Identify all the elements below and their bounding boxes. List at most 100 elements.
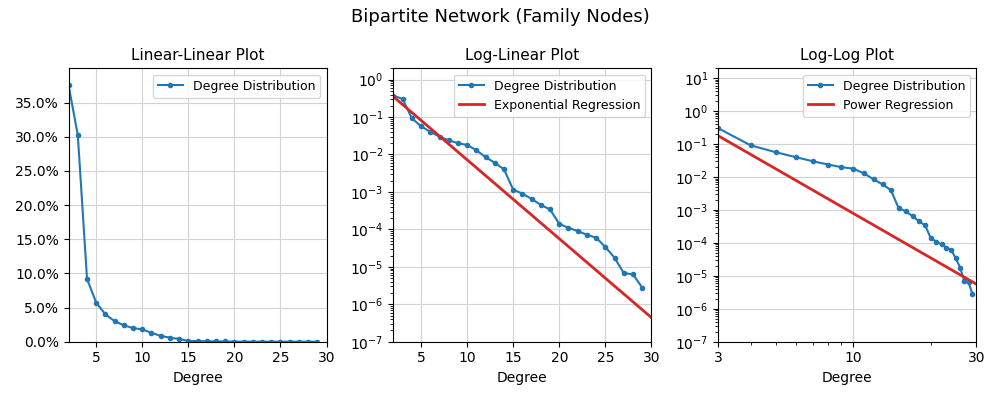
Degree Distribution <box>618 271 630 276</box>
Exponential Regression <box>645 315 657 320</box>
Text: Bipartite Network (Family Nodes): Bipartite Network (Family Nodes) <box>351 8 649 26</box>
Degree Distribution <box>274 339 286 344</box>
Degree Distribution <box>507 187 519 192</box>
Degree Distribution <box>173 336 185 341</box>
X-axis label: Degree: Degree <box>497 371 548 385</box>
Degree Distribution <box>954 266 966 270</box>
Degree Distribution <box>155 334 167 338</box>
Degree Distribution <box>599 244 611 249</box>
Degree Distribution <box>877 182 889 187</box>
Degree Distribution <box>790 155 802 160</box>
Degree Distribution <box>535 202 547 207</box>
Degree Distribution <box>940 245 952 250</box>
Exponential Regression <box>388 95 400 100</box>
Degree Distribution <box>247 339 259 344</box>
Degree Distribution <box>627 272 639 277</box>
Degree Distribution <box>406 116 418 121</box>
Degree Distribution <box>919 223 931 228</box>
Degree Distribution <box>136 327 148 332</box>
Legend: Degree Distribution, Exponential Regression: Degree Distribution, Exponential Regress… <box>454 74 645 117</box>
Degree Distribution <box>516 191 528 196</box>
Degree Distribution <box>562 226 574 230</box>
Degree Distribution <box>572 229 584 234</box>
Degree Distribution <box>544 207 556 212</box>
Degree Distribution <box>936 242 948 247</box>
Power Regression <box>920 253 932 258</box>
Degree Distribution <box>192 339 204 344</box>
Degree Distribution <box>182 338 194 343</box>
Degree Distribution <box>858 171 870 176</box>
Degree Distribution <box>63 83 75 88</box>
Degree Distribution <box>72 133 84 138</box>
Degree Distribution <box>228 339 240 344</box>
Degree Distribution <box>868 177 880 182</box>
Degree Distribution <box>893 206 905 210</box>
Degree Distribution <box>164 335 176 340</box>
Degree Distribution <box>443 138 455 143</box>
Degree Distribution <box>930 239 942 244</box>
Degree Distribution <box>109 319 121 324</box>
Line: Degree Distribution: Degree Distribution <box>671 123 975 296</box>
Degree Distribution <box>963 280 975 285</box>
Power Regression <box>917 251 929 256</box>
Degree Distribution <box>452 141 464 146</box>
Degree Distribution <box>900 209 912 214</box>
Degree Distribution <box>210 339 222 344</box>
Degree Distribution <box>265 339 277 344</box>
Degree Distribution <box>127 326 139 330</box>
Exponential Regression <box>387 94 399 99</box>
Title: Log-Linear Plot: Log-Linear Plot <box>465 48 580 63</box>
Degree Distribution <box>913 219 925 224</box>
Degree Distribution <box>489 160 501 165</box>
Degree Distribution <box>311 339 323 344</box>
Exponential Regression <box>605 280 617 285</box>
Power Regression <box>952 272 964 276</box>
Degree Distribution <box>238 339 250 344</box>
Degree Distribution <box>424 130 436 134</box>
Degree Distribution <box>201 339 213 344</box>
Degree Distribution <box>807 159 819 164</box>
Degree Distribution <box>822 162 834 167</box>
Degree Distribution <box>470 148 482 153</box>
Line: Exponential Regression: Exponential Regression <box>393 97 651 318</box>
Power Regression <box>672 110 684 115</box>
Power Regression <box>970 282 982 286</box>
Degree Distribution <box>118 323 130 328</box>
Degree Distribution <box>397 97 409 102</box>
Legend: Degree Distribution, Power Regression: Degree Distribution, Power Regression <box>803 74 970 117</box>
Degree Distribution <box>590 235 602 240</box>
Degree Distribution <box>284 339 296 344</box>
Degree Distribution <box>636 285 648 290</box>
Degree Distribution <box>81 276 93 281</box>
Degree Distribution <box>609 255 621 260</box>
Degree Distribution <box>90 300 102 305</box>
Degree Distribution <box>745 143 757 148</box>
Power Regression <box>667 107 679 112</box>
Degree Distribution <box>907 214 919 218</box>
Power Regression <box>960 276 972 280</box>
Degree Distribution <box>770 150 782 154</box>
Degree Distribution <box>480 155 492 160</box>
Line: Degree Distribution: Degree Distribution <box>67 83 319 344</box>
Title: Log-Log Plot: Log-Log Plot <box>800 48 894 63</box>
Degree Distribution <box>293 339 305 344</box>
Degree Distribution <box>526 196 538 201</box>
Degree Distribution <box>553 222 565 226</box>
Degree Distribution <box>966 292 978 296</box>
Degree Distribution <box>667 123 679 128</box>
Degree Distribution <box>219 339 231 344</box>
Degree Distribution <box>958 279 970 284</box>
Degree Distribution <box>925 236 937 240</box>
Degree Distribution <box>498 167 510 172</box>
Degree Distribution <box>145 330 157 335</box>
Exponential Regression <box>541 226 553 231</box>
Degree Distribution <box>885 188 897 192</box>
Degree Distribution <box>415 124 427 128</box>
Degree Distribution <box>461 142 473 147</box>
Legend: Degree Distribution: Degree Distribution <box>153 74 320 98</box>
Degree Distribution <box>581 232 593 237</box>
Degree Distribution <box>847 166 859 171</box>
Title: Linear-Linear Plot: Linear-Linear Plot <box>131 48 264 63</box>
Degree Distribution <box>434 134 446 139</box>
Degree Distribution <box>387 93 399 98</box>
